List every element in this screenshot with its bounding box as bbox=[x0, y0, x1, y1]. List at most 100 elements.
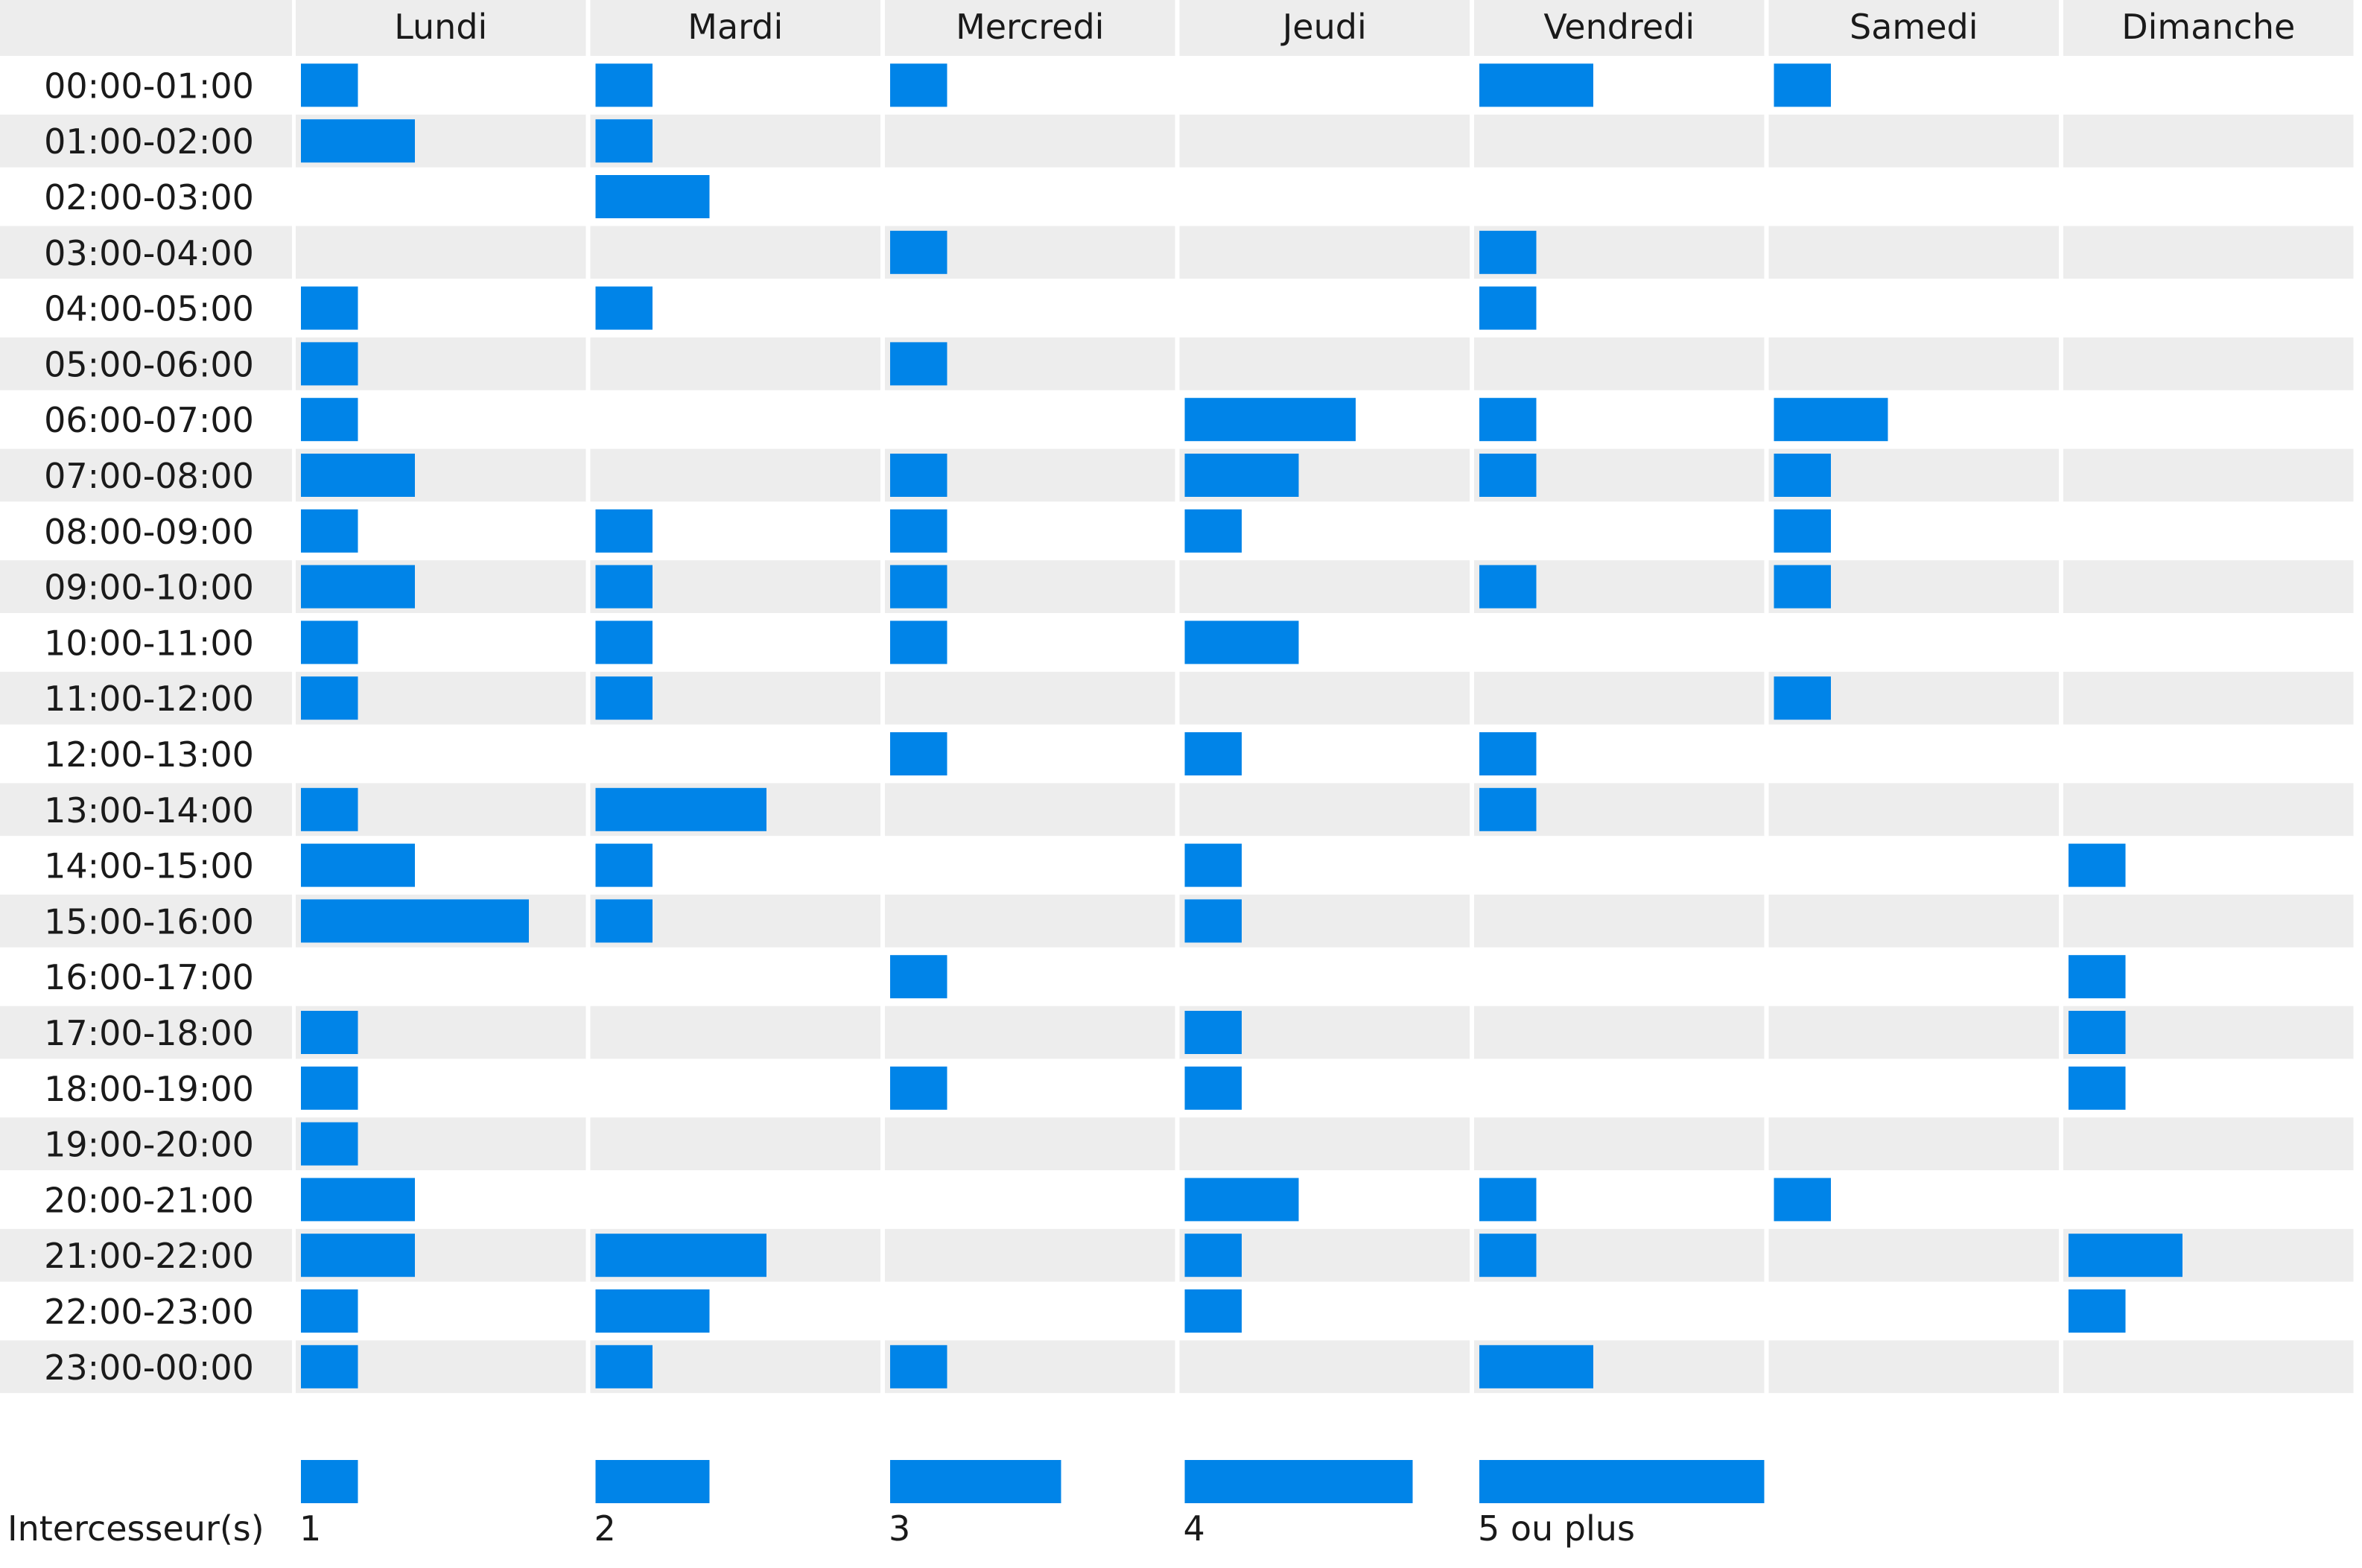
header-cell bbox=[296, 0, 586, 56]
bar-lundi-13:00-14:00 bbox=[301, 787, 358, 831]
legend-label-1: 1 bbox=[299, 1508, 321, 1549]
bar-lundi-08:00-09:00 bbox=[301, 509, 358, 553]
row-stripe-cell bbox=[1768, 226, 2059, 279]
time-slot-label: 12:00-13:00 bbox=[44, 734, 254, 775]
bar-lundi-00:00-01:00 bbox=[301, 63, 358, 107]
bar-jeudi-17:00-18:00 bbox=[1184, 1011, 1242, 1054]
day-header-mercredi: Mercredi bbox=[956, 7, 1104, 47]
row-stripe-cell bbox=[590, 337, 880, 390]
row-stripe-cell bbox=[1768, 1340, 2059, 1394]
row-stripe-cell bbox=[1474, 337, 1765, 390]
row-stripe-cell bbox=[1179, 671, 1470, 725]
bar-mercredi-23:00-00:00 bbox=[890, 1345, 947, 1388]
row-label-stripe bbox=[0, 671, 292, 725]
bar-mardi-02:00-03:00 bbox=[595, 175, 710, 218]
bar-dimanche-17:00-18:00 bbox=[2069, 1011, 2126, 1054]
row-stripe-cell bbox=[885, 783, 1175, 837]
time-slot-label: 04:00-05:00 bbox=[44, 289, 254, 329]
row-stripe-cell bbox=[1179, 783, 1470, 837]
legend-swatch-2 bbox=[595, 1460, 710, 1503]
row-stripe-cell bbox=[1474, 114, 1765, 168]
bar-mercredi-05:00-06:00 bbox=[890, 342, 947, 386]
bar-lundi-23:00-00:00 bbox=[301, 1345, 358, 1388]
row-stripe-cell bbox=[2063, 448, 2354, 502]
bar-jeudi-10:00-11:00 bbox=[1184, 620, 1299, 664]
bar-vendredi-21:00-22:00 bbox=[1479, 1234, 1537, 1277]
row-label-stripe bbox=[0, 1006, 292, 1059]
header-corner-cell bbox=[0, 0, 292, 56]
header-cell bbox=[590, 0, 880, 56]
row-stripe-cell bbox=[2063, 560, 2354, 613]
row-stripe-cell bbox=[1179, 337, 1470, 390]
row-stripe-cell bbox=[296, 226, 586, 279]
bar-dimanche-18:00-19:00 bbox=[2069, 1066, 2126, 1110]
bar-mardi-00:00-01:00 bbox=[595, 63, 653, 107]
time-slot-label: 11:00-12:00 bbox=[44, 679, 254, 719]
row-stripe-cell bbox=[1768, 1117, 2059, 1170]
row-stripe-cell bbox=[1768, 114, 2059, 168]
row-stripe-cell bbox=[2063, 783, 2354, 837]
row-stripe-cell bbox=[2063, 114, 2354, 168]
time-slot-label: 08:00-09:00 bbox=[44, 512, 254, 552]
header-cell bbox=[1474, 0, 1765, 56]
bar-jeudi-07:00-08:00 bbox=[1184, 454, 1299, 497]
bar-vendredi-06:00-07:00 bbox=[1479, 398, 1537, 442]
bar-mardi-08:00-09:00 bbox=[595, 509, 653, 553]
time-slot-label: 10:00-11:00 bbox=[44, 623, 254, 663]
row-stripe-cell bbox=[590, 448, 880, 502]
header-cell bbox=[2063, 0, 2354, 56]
row-label-stripe bbox=[0, 337, 292, 390]
legend-label-4: 4 bbox=[1184, 1508, 1205, 1549]
bar-mardi-15:00-16:00 bbox=[595, 899, 653, 943]
bar-jeudi-06:00-07:00 bbox=[1184, 398, 1356, 442]
row-stripe-cell bbox=[2063, 895, 2354, 948]
time-slot-label: 16:00-17:00 bbox=[44, 957, 254, 997]
row-stripe-cell bbox=[2063, 1340, 2354, 1394]
row-stripe-cell bbox=[1179, 560, 1470, 613]
row-label-stripe bbox=[0, 895, 292, 948]
bar-mardi-14:00-15:00 bbox=[595, 843, 653, 887]
time-slot-label: 15:00-16:00 bbox=[44, 901, 254, 942]
bar-lundi-22:00-23:00 bbox=[301, 1289, 358, 1333]
time-slot-label: 14:00-15:00 bbox=[44, 846, 254, 886]
bar-samedi-00:00-01:00 bbox=[1774, 63, 1831, 107]
time-slot-label: 18:00-19:00 bbox=[44, 1069, 254, 1109]
legend-swatch-3 bbox=[890, 1460, 1061, 1503]
row-stripe-cell bbox=[590, 1006, 880, 1059]
time-slot-label: 02:00-03:00 bbox=[44, 177, 254, 218]
day-header-lundi: Lundi bbox=[394, 7, 487, 47]
row-label-stripe bbox=[0, 560, 292, 613]
bar-samedi-06:00-07:00 bbox=[1774, 398, 1888, 442]
bar-jeudi-14:00-15:00 bbox=[1184, 843, 1242, 887]
bar-lundi-21:00-22:00 bbox=[301, 1234, 415, 1277]
bar-mardi-10:00-11:00 bbox=[595, 620, 653, 664]
legend-title: Intercesseur(s) bbox=[7, 1508, 264, 1549]
row-stripe-cell bbox=[1768, 337, 2059, 390]
bar-lundi-09:00-10:00 bbox=[301, 565, 415, 609]
time-slot-label: 21:00-22:00 bbox=[44, 1236, 254, 1276]
row-stripe-cell bbox=[885, 114, 1175, 168]
time-slot-label: 06:00-07:00 bbox=[44, 400, 254, 440]
row-stripe-cell bbox=[1768, 1228, 2059, 1282]
bar-mardi-23:00-00:00 bbox=[595, 1345, 653, 1388]
bar-lundi-19:00-20:00 bbox=[301, 1122, 358, 1166]
bar-dimanche-22:00-23:00 bbox=[2069, 1289, 2126, 1333]
bar-vendredi-13:00-14:00 bbox=[1479, 787, 1537, 831]
row-stripe-cell bbox=[1474, 895, 1765, 948]
legend-swatch-4 bbox=[1184, 1460, 1413, 1503]
bar-lundi-11:00-12:00 bbox=[301, 676, 358, 720]
bar-lundi-07:00-08:00 bbox=[301, 454, 415, 497]
row-stripe-cell bbox=[1179, 114, 1470, 168]
bar-lundi-04:00-05:00 bbox=[301, 286, 358, 330]
row-label-stripe bbox=[0, 1340, 292, 1394]
row-label-stripe bbox=[0, 783, 292, 837]
row-stripe-cell bbox=[1768, 895, 2059, 948]
row-label-stripe bbox=[0, 1117, 292, 1170]
row-stripe-cell bbox=[2063, 1117, 2354, 1170]
bar-mardi-22:00-23:00 bbox=[595, 1289, 710, 1333]
bar-dimanche-16:00-17:00 bbox=[2069, 955, 2126, 999]
bar-jeudi-12:00-13:00 bbox=[1184, 732, 1242, 775]
time-slot-label: 01:00-02:00 bbox=[44, 121, 254, 162]
time-slot-label: 20:00-21:00 bbox=[44, 1180, 254, 1220]
row-stripe-cell bbox=[1179, 1117, 1470, 1170]
